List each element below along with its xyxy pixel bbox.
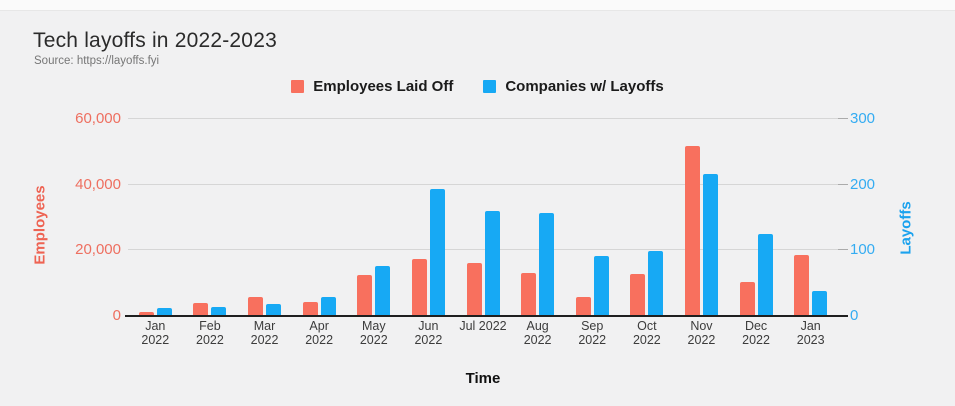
x-axis-category-label: Dec 2022 [742,319,770,347]
bar-companies-jan-2023[interactable] [812,291,828,315]
bar-employees-may-2022[interactable] [357,274,373,315]
left-axis-tick-label: 60,000 [75,110,121,127]
bar-employees-apr-2022[interactable] [302,302,318,315]
bar-employees-jan-2022[interactable] [138,311,154,315]
right-axis-tick-label: 300 [850,110,876,127]
x-axis-category-label: Jul 2022 [459,319,507,333]
right-axis-tick-label: 200 [850,175,876,193]
x-axis-category-label: Mar 2022 [250,319,279,347]
bar-companies-jun-2022[interactable] [429,188,445,315]
bar-employees-oct-2022[interactable] [630,274,646,315]
bar-employees-jun-2022[interactable] [411,258,427,315]
bar-companies-may-2022[interactable] [375,266,391,315]
employees-legend-swatch-icon [291,80,305,93]
right-axis-tick [838,118,848,119]
x-axis-category-label: Nov 2022 [687,319,716,347]
bar-employees-mar-2022[interactable] [248,296,264,315]
right-axis-tick [838,183,848,185]
legend: Employees Laid Off Companies w/ Layoffs [0,78,955,95]
x-axis-category-label: Jan 2022 [141,319,170,347]
chart-title: Tech layoffs in 2022-2023 [33,29,277,52]
bar-companies-dec-2022[interactable] [757,234,773,315]
bar-employees-aug-2022[interactable] [521,272,537,315]
legend-label-employees: Employees Laid Off [313,78,454,95]
gridline [128,118,838,119]
companies-legend-swatch-icon [483,80,497,93]
bar-companies-mar-2022[interactable] [266,303,282,315]
bar-companies-sep-2022[interactable] [593,255,609,315]
legend-label-companies: Companies w/ Layoffs [505,78,664,95]
bar-companies-nov-2022[interactable] [702,173,718,315]
gridline [128,183,838,185]
right-axis-tick-label: 0 [850,307,859,324]
bar-companies-jan-2022[interactable] [156,308,172,315]
gridline [128,249,838,251]
bar-employees-dec-2022[interactable] [739,282,755,315]
x-axis-line [125,315,848,317]
bar-companies-aug-2022[interactable] [539,213,555,315]
right-axis-tick-label: 100 [850,241,876,259]
chart-source: Source: https://layoffs.fyi [34,55,160,67]
bar-companies-apr-2022[interactable] [320,296,336,315]
x-axis-category-label: Jun 2022 [414,319,443,347]
right-axis-tick [838,249,848,251]
window-top-edge [0,0,955,11]
bar-employees-nov-2022[interactable] [684,145,700,315]
left-axis-tick-label: 0 [112,307,121,324]
x-axis-category-label: Sep 2022 [578,319,607,347]
x-axis-title: Time [465,370,501,387]
legend-item-companies[interactable]: Companies w/ Layoffs [483,78,664,95]
left-axis-tick-label: 20,000 [75,241,121,259]
x-axis-category-label: Aug 2022 [523,319,552,347]
x-axis-category-label: Oct 2022 [632,319,661,347]
x-axis-category-label: May 2022 [359,319,388,347]
x-axis-category-label: Feb 2022 [196,319,224,347]
x-axis-category-label: Jan 2023 [796,319,825,347]
legend-item-employees[interactable]: Employees Laid Off [291,78,453,95]
bar-companies-jul-2022[interactable] [484,211,500,315]
bar-companies-oct-2022[interactable] [648,251,664,315]
bar-employees-jan-2023[interactable] [794,254,810,315]
left-axis-tick-label: 40,000 [75,175,121,193]
bar-employees-feb-2022[interactable] [193,303,209,315]
bar-companies-feb-2022[interactable] [211,307,227,315]
bar-employees-sep-2022[interactable] [575,296,591,315]
bar-employees-jul-2022[interactable] [466,263,482,315]
x-axis-category-label: Apr 2022 [305,319,334,347]
